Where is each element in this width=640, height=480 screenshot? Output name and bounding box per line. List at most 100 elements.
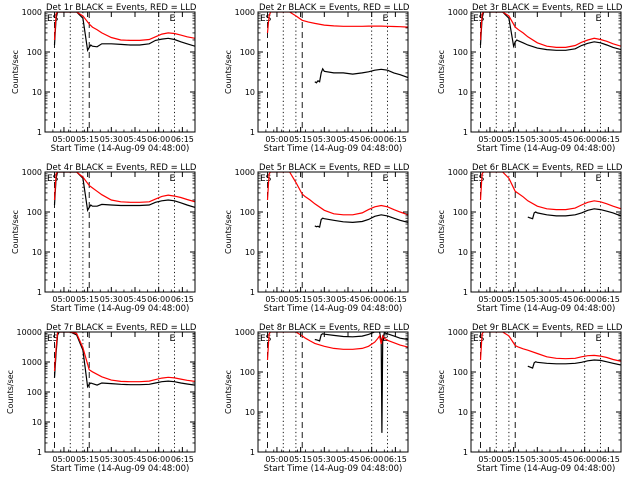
events-series-line (527, 359, 621, 369)
marker-label-e: E (595, 334, 601, 344)
x-tick-label: 06:00 (147, 135, 170, 144)
y-tick-label: 1 (37, 448, 42, 457)
x-axis-label: Start Time (14-Aug-09 04:48:00) (477, 464, 616, 474)
x-tick-label: 05:00 (478, 295, 501, 304)
x-tick-label: 06:00 (360, 295, 383, 304)
x-tick-label: 05:30 (526, 135, 549, 144)
x-tick-label: 05:15 (502, 295, 525, 304)
marker-label-es: ES (47, 174, 59, 184)
plot-frame (257, 11, 409, 133)
lld-series-line (266, 172, 408, 216)
events-series-line (314, 332, 408, 433)
y-axis-label: Counts/sec (11, 50, 20, 94)
y-tick-label: 1000 (22, 8, 42, 17)
y-tick-label: 1000 (235, 328, 255, 337)
panel-series-group (479, 332, 621, 369)
y-tick-label: 10 (32, 88, 42, 97)
x-axis-label: Start Time (14-Aug-09 04:48:00) (477, 304, 616, 314)
marker-label-e: E (169, 174, 175, 184)
y-axis-label: Counts/sec (437, 370, 446, 414)
y-tick-label: 100 (240, 208, 255, 217)
y-tick-label: 100 (240, 48, 255, 57)
y-tick-label: 10 (458, 248, 468, 257)
y-tick-label: 100 (27, 48, 42, 57)
panel-series-group (479, 12, 621, 51)
x-tick-label: 05:00 (265, 135, 288, 144)
x-tick-label: 05:15 (502, 135, 525, 144)
x-tick-label: 05:30 (313, 455, 336, 464)
x-tick-label: 06:00 (573, 295, 596, 304)
x-axis-label: Start Time (14-Aug-09 04:48:00) (264, 464, 403, 474)
y-tick-label: 100 (27, 208, 42, 217)
marker-label-es: ES (260, 14, 272, 24)
y-axis-label: Counts/sec (224, 210, 233, 254)
y-tick-label: 1000 (22, 168, 42, 177)
events-series-line (314, 67, 408, 84)
lld-series-line (53, 172, 195, 203)
marker-label-e: E (382, 14, 388, 24)
x-tick-label: 05:45 (549, 135, 572, 144)
y-tick-label: 1 (463, 128, 468, 137)
x-tick-label: 05:30 (313, 135, 336, 144)
marker-label-e: E (595, 14, 601, 24)
y-axis-label: Counts/sec (437, 50, 446, 94)
events-series-line (479, 12, 621, 51)
x-tick-label: 05:45 (549, 295, 572, 304)
x-tick-label: 06:15 (171, 455, 194, 464)
y-axis-label: Counts/sec (437, 210, 446, 254)
x-tick-label: 06:00 (147, 455, 170, 464)
panel-title: Det 8r BLACK = Events, RED = LLD (259, 323, 410, 333)
plot-frame (257, 171, 409, 293)
panel-title: Det 5r BLACK = Events, RED = LLD (259, 163, 410, 173)
x-tick-label: 05:30 (100, 295, 123, 304)
lld-series-line (479, 172, 621, 211)
x-tick-label: 05:15 (289, 455, 312, 464)
panel-series-group (53, 12, 195, 53)
marker-label-es: ES (473, 14, 485, 24)
x-tick-label: 05:15 (502, 455, 525, 464)
x-tick-label: 05:45 (336, 135, 359, 144)
plot-frame (44, 171, 196, 293)
y-tick-label: 10000 (17, 328, 42, 337)
y-axis-label: Counts/sec (6, 370, 15, 414)
marker-label-e: E (382, 174, 388, 184)
x-tick-label: 06:00 (360, 135, 383, 144)
x-tick-label: 06:00 (147, 295, 170, 304)
x-tick-label: 06:15 (597, 135, 620, 144)
x-tick-label: 05:30 (526, 455, 549, 464)
x-tick-label: 05:30 (100, 455, 123, 464)
y-tick-label: 1000 (448, 328, 468, 337)
panel-title: Det 4r BLACK = Events, RED = LLD (46, 163, 197, 173)
marker-label-es: ES (473, 334, 485, 344)
x-tick-label: 05:30 (100, 135, 123, 144)
plot-frame (44, 11, 196, 133)
x-tick-label: 06:15 (384, 135, 407, 144)
marker-label-es: ES (260, 174, 272, 184)
x-tick-label: 05:00 (478, 135, 501, 144)
x-tick-label: 05:00 (265, 455, 288, 464)
panel-title: Det 9r BLACK = Events, RED = LLD (472, 323, 623, 333)
panel-title: Det 6r BLACK = Events, RED = LLD (472, 163, 623, 173)
y-tick-label: 10 (245, 408, 255, 417)
x-tick-label: 06:15 (171, 135, 194, 144)
x-tick-label: 05:15 (289, 295, 312, 304)
y-tick-label: 100 (240, 368, 255, 377)
x-tick-label: 06:00 (573, 135, 596, 144)
marker-label-es: ES (47, 14, 59, 24)
x-tick-label: 05:15 (76, 455, 99, 464)
x-axis-label: Start Time (14-Aug-09 04:48:00) (51, 464, 190, 474)
x-axis-label: Start Time (14-Aug-09 04:48:00) (51, 304, 190, 314)
x-tick-label: 06:15 (597, 455, 620, 464)
x-tick-label: 05:00 (265, 295, 288, 304)
panel-title: Det 1r BLACK = Events, RED = LLD (46, 3, 197, 13)
x-tick-label: 05:45 (336, 295, 359, 304)
x-tick-label: 06:15 (171, 295, 194, 304)
y-tick-label: 10 (32, 248, 42, 257)
y-tick-label: 100 (453, 48, 468, 57)
